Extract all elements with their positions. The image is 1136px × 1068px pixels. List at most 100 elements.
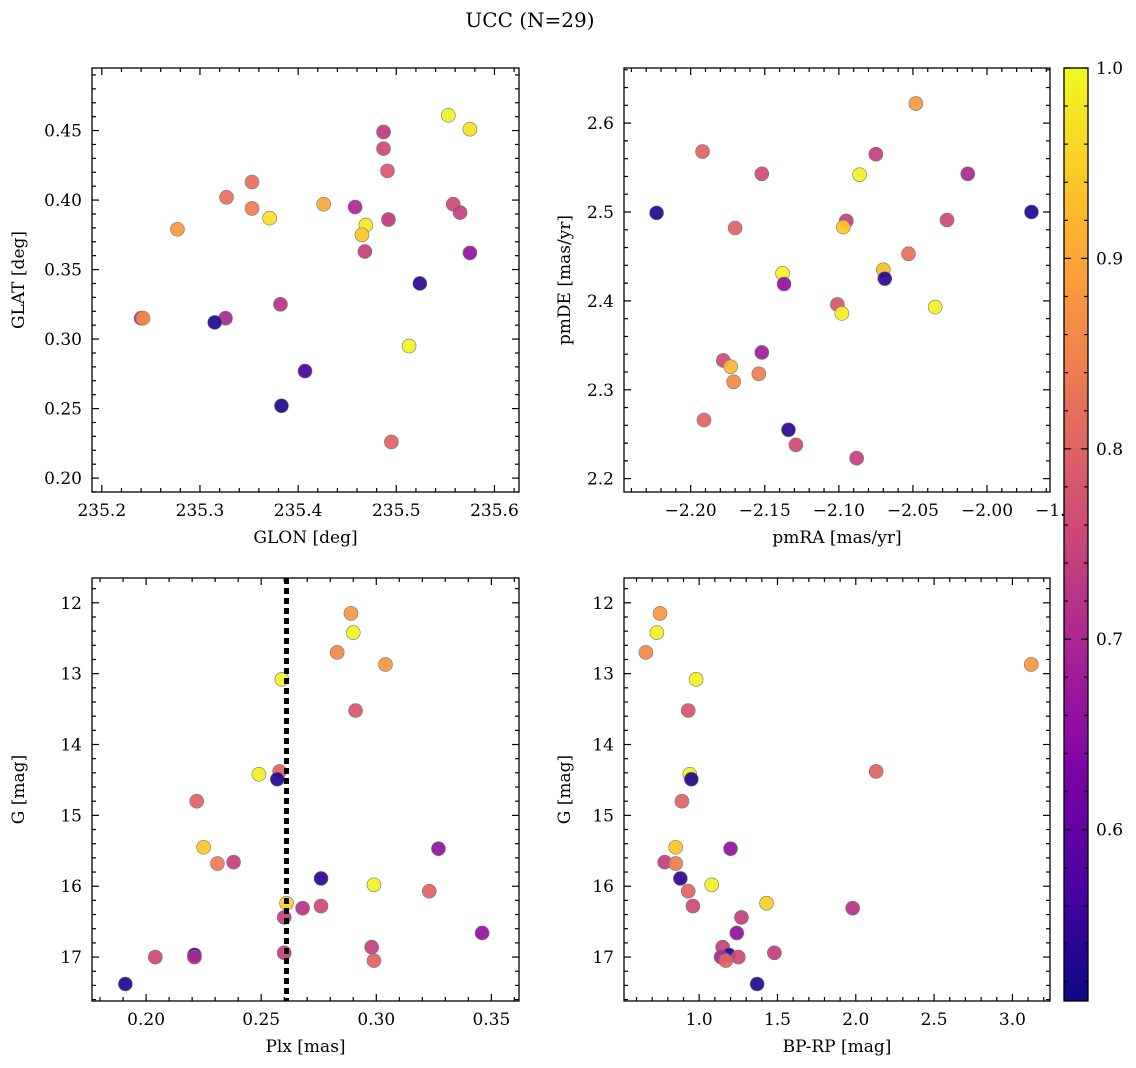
data-point bbox=[378, 657, 393, 672]
data-point bbox=[727, 220, 743, 236]
x-tick-label: 2.5 bbox=[921, 1010, 948, 1030]
points bbox=[638, 606, 1039, 992]
panel-bprp-g: 1.0 1.5 2.0 2.5 3.0 12 13 14 15 16 17 BP-RP [mag] G … bbox=[555, 577, 1051, 1057]
data-point bbox=[270, 771, 285, 787]
data-point bbox=[704, 877, 720, 893]
x-tick-label: 0.35 bbox=[472, 1010, 510, 1030]
axes-frame bbox=[623, 577, 1051, 1002]
data-point bbox=[849, 450, 864, 466]
x-tick-label: −2.10 bbox=[813, 501, 865, 521]
ticks bbox=[624, 68, 1050, 492]
x-tick-label: 0.20 bbox=[127, 1010, 165, 1030]
points bbox=[118, 606, 490, 992]
data-point bbox=[638, 645, 654, 660]
y-tick-label: 0.30 bbox=[44, 330, 82, 350]
data-point bbox=[835, 219, 851, 235]
data-point bbox=[343, 606, 359, 621]
points bbox=[133, 107, 478, 450]
data-point bbox=[751, 366, 767, 382]
y-tick-label: 16 bbox=[60, 877, 82, 897]
data-point bbox=[376, 141, 391, 156]
y-tick-label: 12 bbox=[592, 594, 614, 614]
x-tick-label: 235.4 bbox=[274, 501, 323, 521]
x-tick-label: −2.00 bbox=[961, 501, 1013, 521]
y-tick-label: 14 bbox=[592, 736, 614, 756]
x-tick-label: 0.25 bbox=[242, 1010, 280, 1030]
data-point bbox=[788, 437, 804, 453]
data-point bbox=[348, 703, 363, 718]
data-point bbox=[170, 221, 185, 237]
data-point bbox=[273, 297, 288, 312]
x-tick-label: 235.3 bbox=[176, 501, 225, 521]
data-point bbox=[148, 949, 163, 965]
y-tick-label: 12 bbox=[60, 594, 82, 614]
data-point bbox=[734, 910, 749, 925]
x-tick-label: 0.30 bbox=[357, 1010, 395, 1030]
y-tick-label: 2.6 bbox=[587, 114, 614, 134]
data-point bbox=[868, 764, 884, 779]
data-point bbox=[431, 841, 446, 856]
colorbar-tick-label: 0.7 bbox=[1096, 630, 1123, 650]
data-point bbox=[649, 205, 664, 221]
data-point bbox=[354, 227, 370, 243]
data-point bbox=[668, 839, 683, 855]
data-point bbox=[731, 949, 746, 965]
data-point bbox=[380, 163, 395, 179]
y-tick-label: 16 bbox=[592, 877, 614, 897]
data-point bbox=[674, 793, 690, 809]
data-point bbox=[366, 953, 382, 968]
data-point bbox=[118, 976, 133, 992]
y-axis-label: GLAT [deg] bbox=[9, 231, 29, 329]
data-point bbox=[274, 398, 289, 414]
colorbar-frame bbox=[1063, 67, 1089, 1002]
data-point bbox=[196, 839, 211, 855]
axes-frame bbox=[623, 67, 1051, 493]
data-point bbox=[251, 766, 267, 782]
data-point bbox=[680, 703, 696, 718]
panel-glon-glat: 235.2 235.3 235.4 235.5 235.6 0.20 0.25 0.30 0.3… bbox=[9, 67, 520, 548]
data-point bbox=[901, 246, 916, 262]
data-point bbox=[295, 900, 310, 916]
data-point bbox=[401, 338, 417, 354]
data-point bbox=[357, 244, 373, 259]
y-tick-label: 17 bbox=[60, 948, 82, 968]
data-point bbox=[421, 883, 437, 899]
colorbar-gradient bbox=[1064, 68, 1088, 1001]
ticks bbox=[624, 578, 1050, 1001]
data-point bbox=[262, 210, 277, 226]
data-point bbox=[668, 856, 683, 871]
x-tick-label: 3.0 bbox=[999, 1010, 1026, 1030]
data-point bbox=[673, 871, 688, 886]
y-tick-label: 0.45 bbox=[44, 122, 82, 142]
data-point bbox=[316, 196, 331, 212]
data-point bbox=[313, 871, 329, 886]
data-point bbox=[652, 606, 668, 621]
data-point bbox=[781, 422, 796, 438]
y-tick-label: 2.5 bbox=[587, 203, 614, 223]
colorbar-tick-label: 1.0 bbox=[1096, 59, 1123, 79]
x-tick-label: −2.15 bbox=[739, 501, 791, 521]
x-tick-label: 235.5 bbox=[372, 501, 421, 521]
data-point bbox=[189, 793, 205, 809]
x-axis-label: BP-RP [mag] bbox=[783, 1037, 892, 1057]
y-tick-label: 15 bbox=[592, 806, 614, 826]
data-point bbox=[754, 166, 770, 182]
y-tick-label: 0.25 bbox=[44, 400, 82, 420]
x-tick-label: −2.20 bbox=[665, 501, 717, 521]
data-point bbox=[219, 189, 234, 205]
y-axis-label: pmDE [mas/yr] bbox=[555, 215, 575, 345]
y-tick-label: 0.35 bbox=[44, 261, 82, 281]
data-point bbox=[688, 672, 704, 687]
y-axis-label: G [mag] bbox=[555, 755, 575, 824]
data-point bbox=[684, 771, 699, 787]
data-point bbox=[718, 953, 734, 968]
data-point bbox=[210, 856, 225, 871]
data-point bbox=[767, 945, 782, 961]
data-point bbox=[207, 315, 223, 330]
data-point bbox=[244, 201, 260, 216]
x-tick-label: 235.2 bbox=[77, 501, 126, 521]
data-point bbox=[187, 949, 202, 965]
data-point bbox=[927, 299, 943, 315]
data-point bbox=[680, 883, 696, 899]
